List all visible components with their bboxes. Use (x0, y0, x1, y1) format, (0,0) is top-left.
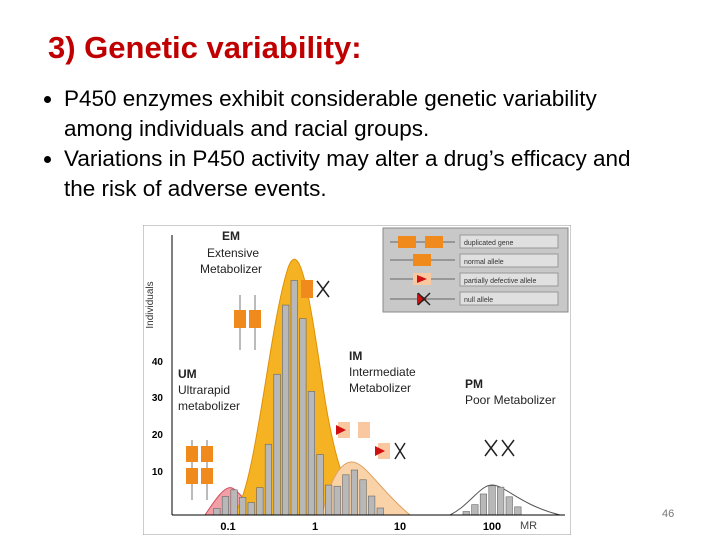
histogram-bar (488, 485, 496, 516)
group-name: Ultrarapid (178, 383, 230, 397)
histogram-bar (471, 504, 479, 516)
legend-label: normal allele (464, 259, 504, 266)
defect-mark (417, 275, 427, 283)
histogram-bar (350, 469, 359, 516)
pm-curve (449, 484, 561, 516)
legend: duplicated gene normal allele partially … (382, 227, 569, 313)
histogram-bar (333, 485, 341, 516)
null-mark (394, 442, 406, 460)
page-number: 46 (662, 508, 675, 520)
histogram-bar (368, 495, 376, 516)
null-mark (316, 280, 330, 298)
legend-label: partially defective allele (464, 278, 536, 285)
defect-mark (417, 293, 427, 305)
group-name: Metabolizer (200, 262, 262, 276)
histogram-bar (299, 318, 307, 516)
histogram-bar (325, 484, 333, 516)
legend-label-box (459, 234, 559, 249)
legend-label-box (459, 291, 559, 306)
y-tick-label: 40 (152, 357, 164, 368)
gene-icon (234, 310, 246, 328)
y-tick-label: 20 (152, 430, 164, 441)
histogram-bar (514, 506, 522, 516)
x-tick-label: 100 (483, 521, 501, 533)
gene-icon (425, 236, 443, 248)
null-mark (417, 292, 431, 306)
group-name: Intermediate (349, 365, 416, 379)
gene-icon (301, 280, 313, 298)
gene-icon (201, 446, 213, 462)
histogram-bar (256, 487, 264, 516)
histogram-bar (282, 304, 290, 516)
histogram-bar (342, 474, 350, 516)
histogram-bar (213, 508, 221, 516)
histogram-bar (230, 489, 238, 516)
null-mark (484, 439, 515, 457)
histogram-bar (479, 493, 488, 516)
legend-label-box (459, 272, 559, 287)
group-name: Extensive (207, 246, 259, 260)
x-tick-label: 10 (394, 521, 406, 533)
figure: Individuals 10 20 30 40 0.1 1 10 100 MR … (143, 225, 571, 535)
gene-icon (398, 236, 416, 248)
histogram-bar (376, 507, 384, 516)
histogram-bar (505, 496, 513, 516)
gene-icon (186, 446, 198, 462)
y-tick-label: 10 (152, 467, 164, 478)
gene-icon (201, 468, 213, 484)
histogram-bar (221, 496, 229, 516)
x-tick-label: 0.1 (220, 521, 235, 533)
gene-icon (358, 422, 370, 438)
histogram-bar (307, 391, 316, 516)
x-axis-label: MR (520, 520, 537, 532)
bullet-list: P450 enzymes exhibit considerable geneti… (30, 84, 664, 204)
y-axis-label: Individuals (145, 281, 156, 328)
legend-label: null allele (464, 297, 493, 304)
legend-label: duplicated gene (464, 240, 514, 247)
bullet: P450 enzymes exhibit considerable geneti… (64, 84, 664, 144)
y-tick-label: 30 (152, 393, 164, 404)
histogram-bar (462, 511, 470, 516)
group-abbr: EM (222, 229, 240, 243)
group-abbr: IM (349, 349, 362, 363)
x-tick-label: 1 (312, 521, 318, 533)
histogram-bar (290, 280, 298, 516)
group-name: Poor Metabolizer (465, 393, 556, 407)
histogram-bar (264, 443, 273, 516)
histogram-bar (497, 486, 505, 516)
gene-icons (186, 280, 515, 500)
gene-icon (249, 310, 261, 328)
histogram-bar (273, 373, 281, 516)
bullet: Variations in P450 activity may alter a … (64, 144, 664, 204)
defect-mark (375, 446, 385, 456)
histogram-bar (239, 497, 247, 516)
defect-mark (336, 425, 346, 435)
gene-icon (186, 468, 198, 484)
group-abbr: UM (178, 367, 197, 381)
group-abbr: PM (465, 377, 483, 391)
histogram-bar (316, 454, 324, 516)
slide-title: 3) Genetic variability: (48, 30, 362, 65)
histogram-bar (247, 502, 255, 516)
gene-icon (413, 254, 431, 266)
legend-label-box (459, 253, 559, 268)
histogram-bar (359, 479, 367, 516)
group-name: metabolizer (178, 399, 240, 413)
histogram (213, 280, 522, 516)
group-name: Metabolizer (349, 381, 411, 395)
